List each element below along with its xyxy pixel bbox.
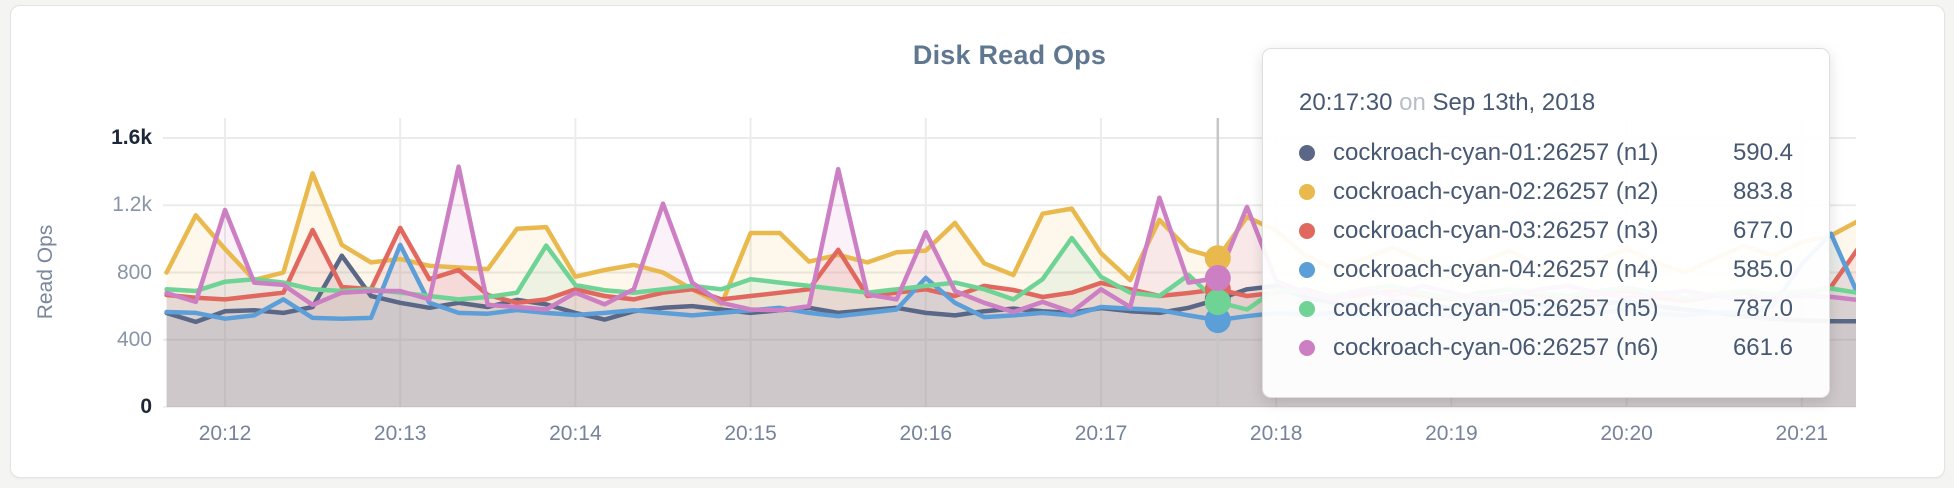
series-color-dot-icon [1299,261,1315,278]
series-color-dot-icon [1299,144,1315,161]
series-color-dot-icon [1299,339,1315,356]
tooltip-row: cockroach-cyan-04:26257 (n4) 585.0 [1299,250,1793,289]
tooltip-series-value: 590.4 [1732,138,1793,166]
x-tick-label: 20:15 [724,422,777,445]
hover-point-dot [1204,289,1231,316]
tooltip-series-label: cockroach-cyan-02:26257 (n2) [1333,177,1659,205]
series-color-dot-icon [1299,300,1315,317]
x-tick-label: 20:12 [198,422,252,445]
tooltip-series-value: 677.0 [1732,216,1793,244]
hover-point-dot [1204,307,1231,334]
tooltip-series-label: cockroach-cyan-01:26257 (n1) [1333,138,1659,166]
tooltip-series-label: cockroach-cyan-04:26257 (n4) [1333,255,1659,283]
tooltip-row: cockroach-cyan-03:26257 (n3) 677.0 [1299,211,1793,250]
tooltip-series-value: 787.0 [1732,294,1793,322]
tooltip-row: cockroach-cyan-01:26257 (n1) 590.4 [1299,133,1793,172]
series-color-dot-icon [1299,183,1315,200]
series-color-dot-icon [1299,222,1315,239]
hover-point-dot [1204,265,1231,292]
x-tick-label: 20:13 [373,422,427,445]
y-tick-label: 800 [116,260,152,284]
tooltip-header: 20:17:30 on Sep 13th, 2018 [1299,89,1793,117]
x-tick-label: 20:18 [1249,422,1303,445]
tooltip-date: Sep 13th, 2018 [1432,89,1596,116]
chart-title: Disk Read Ops [912,40,1107,70]
x-tick-label: 20:21 [1775,422,1829,445]
x-tick-label: 20:17 [1074,422,1128,445]
tooltip-row: cockroach-cyan-06:26257 (n6) 661.6 [1299,328,1793,367]
tooltip-on: on [1399,89,1426,116]
hover-tooltip: 20:17:30 on Sep 13th, 2018 cockroach-cya… [1262,48,1830,398]
tooltip-rows: cockroach-cyan-01:26257 (n1) 590.4 cockroa… [1299,133,1793,367]
tooltip-series-label: cockroach-cyan-03:26257 (n3) [1333,216,1659,244]
y-tick-label: 400 [116,327,152,351]
tooltip-row: cockroach-cyan-02:26257 (n2) 883.8 [1299,172,1793,211]
tooltip-series-value: 883.8 [1732,177,1793,205]
x-tick-label: 20:20 [1600,422,1653,445]
tooltip-series-label: cockroach-cyan-05:26257 (n5) [1333,294,1659,322]
hover-point-dot [1204,245,1231,272]
x-tick-label: 20:14 [549,422,602,445]
y-tick-label: 1.2k [112,193,152,217]
tooltip-series-value: 661.6 [1732,333,1793,361]
tooltip-series-value: 585.0 [1732,255,1793,283]
tooltip-time: 20:17:30 [1299,89,1393,116]
y-tick-label: 1.6k [111,126,152,149]
x-tick-label: 20:16 [899,422,953,445]
y-tick-label: 0 [140,395,152,418]
x-tick-label: 20:19 [1425,422,1478,445]
tooltip-series-label: cockroach-cyan-06:26257 (n6) [1333,333,1659,361]
tooltip-row: cockroach-cyan-05:26257 (n5) 787.0 [1299,289,1793,328]
